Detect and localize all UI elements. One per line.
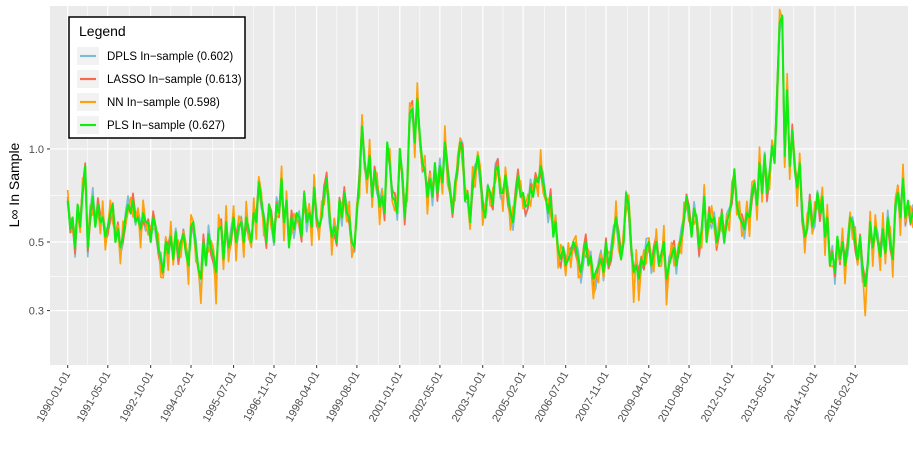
y-tick-label: 0.3: [29, 306, 44, 318]
legend-entries: DPLS In−sample (0.602) LASSO In−sample (0…: [77, 47, 242, 134]
y-axis-title: L∞ In Sample: [6, 142, 22, 227]
series-layer: [66, 8, 913, 317]
y-axis: 0.3 0.5 1.0: [29, 144, 50, 318]
major-gridlines: [50, 6, 908, 365]
y-tick-label: 0.5: [29, 237, 44, 249]
y-tick-label: 1.0: [29, 144, 44, 156]
legend-label: DPLS In−sample (0.602): [107, 51, 233, 63]
legend-label: LASSO In−sample (0.613): [107, 74, 242, 86]
legend: Legend DPLS In−sample (0.602) LASSO In−sa…: [68, 16, 246, 139]
legend-title: Legend: [79, 23, 126, 39]
legend-label: NN In−sample (0.598): [107, 97, 220, 109]
series-line-pls: [66, 14, 913, 288]
legend-label: PLS In−sample (0.627): [107, 120, 225, 132]
